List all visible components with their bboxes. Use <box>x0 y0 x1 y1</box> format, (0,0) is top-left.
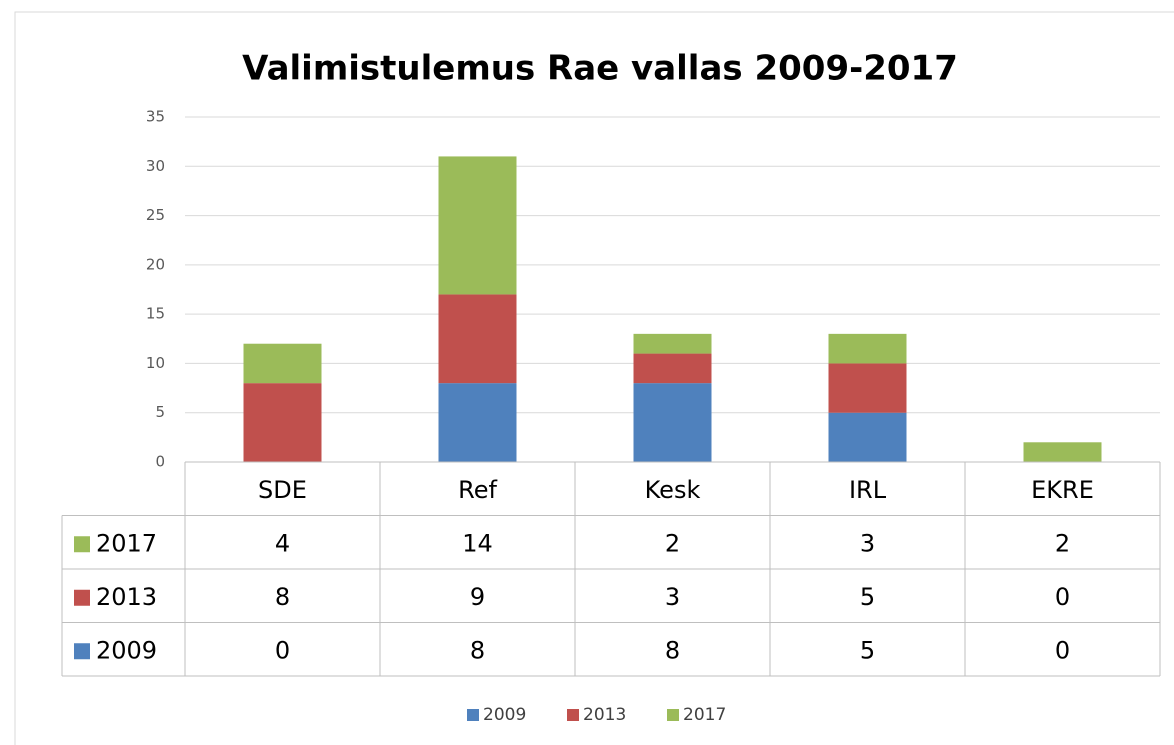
bar-segment <box>243 343 322 384</box>
table-cell: 5 <box>860 636 875 664</box>
y-tick-label: 15 <box>146 305 165 323</box>
y-tick-label: 0 <box>155 453 165 471</box>
table-cell: 2 <box>1055 529 1070 557</box>
legend-swatch <box>667 709 679 721</box>
legend-label: 2009 <box>483 705 526 725</box>
table-cell: 8 <box>665 636 680 664</box>
table-swatch <box>74 536 90 553</box>
table-cell: 0 <box>275 636 290 664</box>
x-tick-label: IRL <box>849 476 887 504</box>
table-cell: 8 <box>470 636 485 664</box>
table-cell: 14 <box>462 529 493 557</box>
x-tick-label: EKRE <box>1031 476 1094 504</box>
bar-segment <box>243 383 322 462</box>
table-swatch <box>74 589 90 606</box>
y-tick-label: 20 <box>146 255 165 273</box>
chart-title: Valimistulemus Rae vallas 2009-2017 <box>242 49 958 89</box>
bar-segment <box>438 383 517 462</box>
table-cell: 3 <box>665 583 680 611</box>
bar-segment <box>828 363 907 413</box>
bar-segment <box>438 156 517 295</box>
table-row-label: 2013 <box>96 583 157 611</box>
y-tick-label: 25 <box>146 206 165 224</box>
legend-swatch <box>467 709 479 721</box>
table-cell: 8 <box>275 583 290 611</box>
x-tick-label: SDE <box>258 476 307 504</box>
table-swatch <box>74 643 90 660</box>
table-cell: 0 <box>1055 583 1070 611</box>
table-cell: 4 <box>275 529 290 557</box>
bar-segment <box>828 333 907 364</box>
legend-label: 2017 <box>683 705 726 725</box>
bar-segment <box>828 412 907 462</box>
bar-segment <box>438 294 517 384</box>
bar-segment <box>633 383 712 462</box>
legend-label: 2013 <box>583 705 626 725</box>
table-cell: 9 <box>470 583 485 611</box>
chart-frame <box>14 11 1174 745</box>
table-cell: 3 <box>860 529 875 557</box>
y-tick-label: 30 <box>146 157 165 175</box>
table-cell: 2 <box>665 529 680 557</box>
y-tick-label: 5 <box>155 403 165 421</box>
legend-swatch <box>567 709 579 721</box>
table-cell: 5 <box>860 583 875 611</box>
y-tick-label: 10 <box>146 354 165 372</box>
bar-segment <box>1023 442 1102 462</box>
y-tick-label: 35 <box>146 108 165 126</box>
table-cell: 0 <box>1055 636 1070 664</box>
x-tick-label: Ref <box>458 476 497 504</box>
x-tick-label: Kesk <box>645 476 701 504</box>
bar-segment <box>633 353 712 384</box>
bar-segment <box>633 333 712 354</box>
table-row-label: 2009 <box>96 636 157 664</box>
table-row-label: 2017 <box>96 529 157 557</box>
